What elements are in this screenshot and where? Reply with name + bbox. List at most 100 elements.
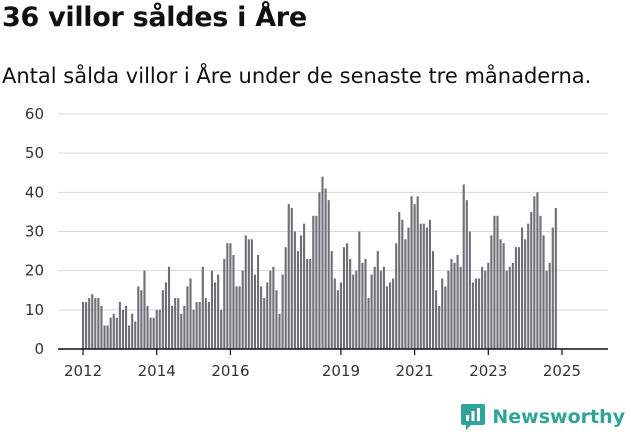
bar xyxy=(370,274,373,349)
bar xyxy=(487,262,490,349)
bar xyxy=(186,286,189,349)
bar xyxy=(91,294,94,349)
bar xyxy=(167,266,171,349)
y-tick-label: 40 xyxy=(25,183,44,201)
bar xyxy=(192,309,195,349)
bar xyxy=(453,262,456,349)
bar xyxy=(131,313,134,349)
bar xyxy=(247,239,250,349)
bar xyxy=(88,298,91,349)
bar xyxy=(256,255,260,349)
bar xyxy=(327,200,330,349)
bar xyxy=(336,290,339,349)
bar xyxy=(349,258,352,349)
bar xyxy=(404,239,407,349)
bar xyxy=(284,247,287,349)
bar xyxy=(121,309,125,349)
x-tick-label: 2016 xyxy=(211,362,249,380)
bar xyxy=(431,251,435,349)
bar xyxy=(419,223,422,349)
bar xyxy=(118,302,121,349)
bar xyxy=(260,286,263,349)
newsworthy-logo: Newsworthy xyxy=(460,403,625,431)
bar xyxy=(217,274,220,349)
bar xyxy=(109,317,112,349)
bar xyxy=(143,270,146,349)
bar xyxy=(484,270,487,349)
bar xyxy=(465,200,468,349)
bar xyxy=(315,215,318,349)
bar xyxy=(533,196,536,349)
bar xyxy=(376,251,379,349)
bar xyxy=(333,278,336,349)
bar xyxy=(272,266,275,349)
bar xyxy=(493,215,496,349)
bar xyxy=(459,266,462,349)
x-tick-label: 2019 xyxy=(322,362,360,380)
bar xyxy=(389,282,392,349)
y-tick-label: 30 xyxy=(25,223,44,241)
x-tick-label: 2023 xyxy=(469,362,507,380)
bar xyxy=(508,266,511,349)
bar xyxy=(392,278,395,349)
bar xyxy=(554,208,557,349)
bar xyxy=(155,309,158,349)
bar xyxy=(281,274,284,349)
bar xyxy=(134,321,137,349)
bar xyxy=(478,278,481,349)
newsworthy-icon xyxy=(461,404,486,430)
bar xyxy=(551,227,554,349)
bar xyxy=(318,192,321,349)
bar xyxy=(290,208,293,349)
bar xyxy=(401,219,404,349)
bar xyxy=(548,262,551,349)
bar xyxy=(253,274,257,349)
bar xyxy=(524,239,527,349)
bar xyxy=(379,270,382,349)
x-tick-label: 2012 xyxy=(64,362,102,380)
y-tick-label: 0 xyxy=(34,340,44,358)
bar xyxy=(441,278,444,349)
chart-subtitle: Antal sålda villor i Åre under de senast… xyxy=(2,64,592,88)
bar xyxy=(287,204,290,349)
bar xyxy=(103,325,106,349)
bar xyxy=(223,258,226,349)
bar xyxy=(201,266,204,349)
y-axis-labels: 0 10 20 30 40 50 60 xyxy=(25,105,44,358)
bar xyxy=(171,305,174,349)
bar xyxy=(299,235,303,349)
bar xyxy=(490,235,493,349)
bar xyxy=(198,302,201,349)
bar xyxy=(210,270,214,349)
bar xyxy=(324,188,327,349)
bar xyxy=(395,243,398,349)
bar xyxy=(112,313,115,349)
x-tick-label: 2014 xyxy=(138,362,176,380)
annotations: 36 xyxy=(570,100,592,105)
x-tick-label: 2021 xyxy=(396,362,434,380)
bar xyxy=(195,302,198,349)
highlight-value-label: 36 xyxy=(570,100,592,105)
bar xyxy=(358,231,361,349)
bar xyxy=(407,227,410,349)
bar xyxy=(278,313,281,349)
bar xyxy=(214,282,217,349)
bar xyxy=(545,270,548,349)
bar xyxy=(342,247,346,349)
bar xyxy=(137,286,140,349)
bar xyxy=(416,196,419,349)
bar xyxy=(238,286,241,349)
bar xyxy=(542,235,545,349)
bar xyxy=(330,251,333,349)
chart-title: 36 villor såldes i Åre xyxy=(2,2,307,33)
bar xyxy=(183,305,186,349)
bar xyxy=(152,317,155,349)
bar xyxy=(521,227,524,349)
bar xyxy=(140,290,143,349)
bar xyxy=(204,298,207,349)
y-tick-label: 50 xyxy=(25,144,44,162)
bar xyxy=(235,286,238,349)
bar xyxy=(303,223,306,349)
bar xyxy=(398,211,401,349)
bar xyxy=(226,243,229,349)
